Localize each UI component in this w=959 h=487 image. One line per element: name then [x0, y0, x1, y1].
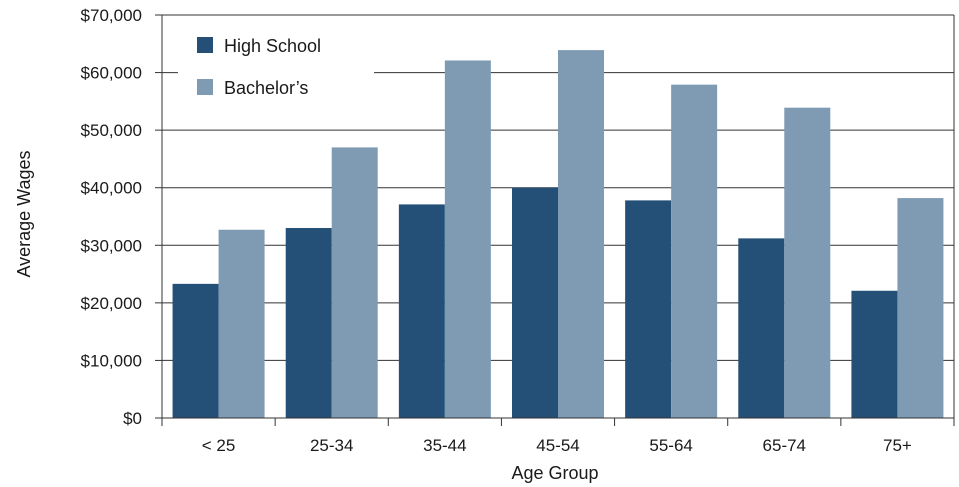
x-tick-label: 75+ [883, 436, 912, 455]
bar-bachelors [784, 107, 831, 418]
y-tick-label: $60,000 [81, 64, 142, 83]
y-tick-label: $40,000 [81, 179, 142, 198]
x-tick-label: 35-44 [423, 436, 466, 455]
x-tick-label: 65-74 [763, 436, 806, 455]
legend-label-high-school: High School [224, 36, 321, 56]
axes [155, 14, 955, 426]
y-tick-label: $50,000 [81, 121, 142, 140]
x-tick-label: 45-54 [536, 436, 579, 455]
y-tick-label: $0 [123, 409, 142, 428]
y-axis-title: Average Wages [14, 150, 34, 277]
x-tick-label: 55-64 [649, 436, 692, 455]
bar-bachelors [218, 229, 265, 418]
legend-swatch-bachelors [197, 79, 213, 95]
bar-high-school [172, 283, 219, 418]
y-tick-labels: $0 $10,000 $20,000 $30,000 $40,000 $50,000 $60… [81, 6, 142, 428]
bar-bachelors [444, 60, 491, 418]
y-tick-label: $10,000 [81, 351, 142, 370]
y-tick-label: $20,000 [81, 294, 142, 313]
bar-bachelors [331, 147, 378, 418]
bar-high-school [625, 200, 672, 418]
bars [172, 50, 944, 419]
bar-bachelors [671, 84, 718, 418]
x-tick-label: 25-34 [310, 436, 353, 455]
bar-high-school [512, 187, 558, 418]
bar-high-school [851, 290, 898, 418]
bar-high-school [398, 204, 445, 418]
x-tick-label: < 25 [202, 436, 236, 455]
y-tick-label: $70,000 [81, 6, 142, 25]
y-tick-label: $30,000 [81, 236, 142, 255]
x-tick-labels: < 25 25-34 35-44 45-54 55-64 65-74 75+ [202, 436, 912, 455]
legend-swatch-high-school [197, 37, 213, 53]
bar-bachelors [897, 198, 944, 418]
bar-high-school [285, 228, 332, 418]
x-axis-title: Age Group [511, 463, 598, 483]
legend: High School Bachelor’s [178, 26, 374, 110]
bar-bachelors [558, 50, 604, 419]
legend-label-bachelors: Bachelor’s [224, 78, 308, 98]
bar-high-school [738, 238, 785, 418]
